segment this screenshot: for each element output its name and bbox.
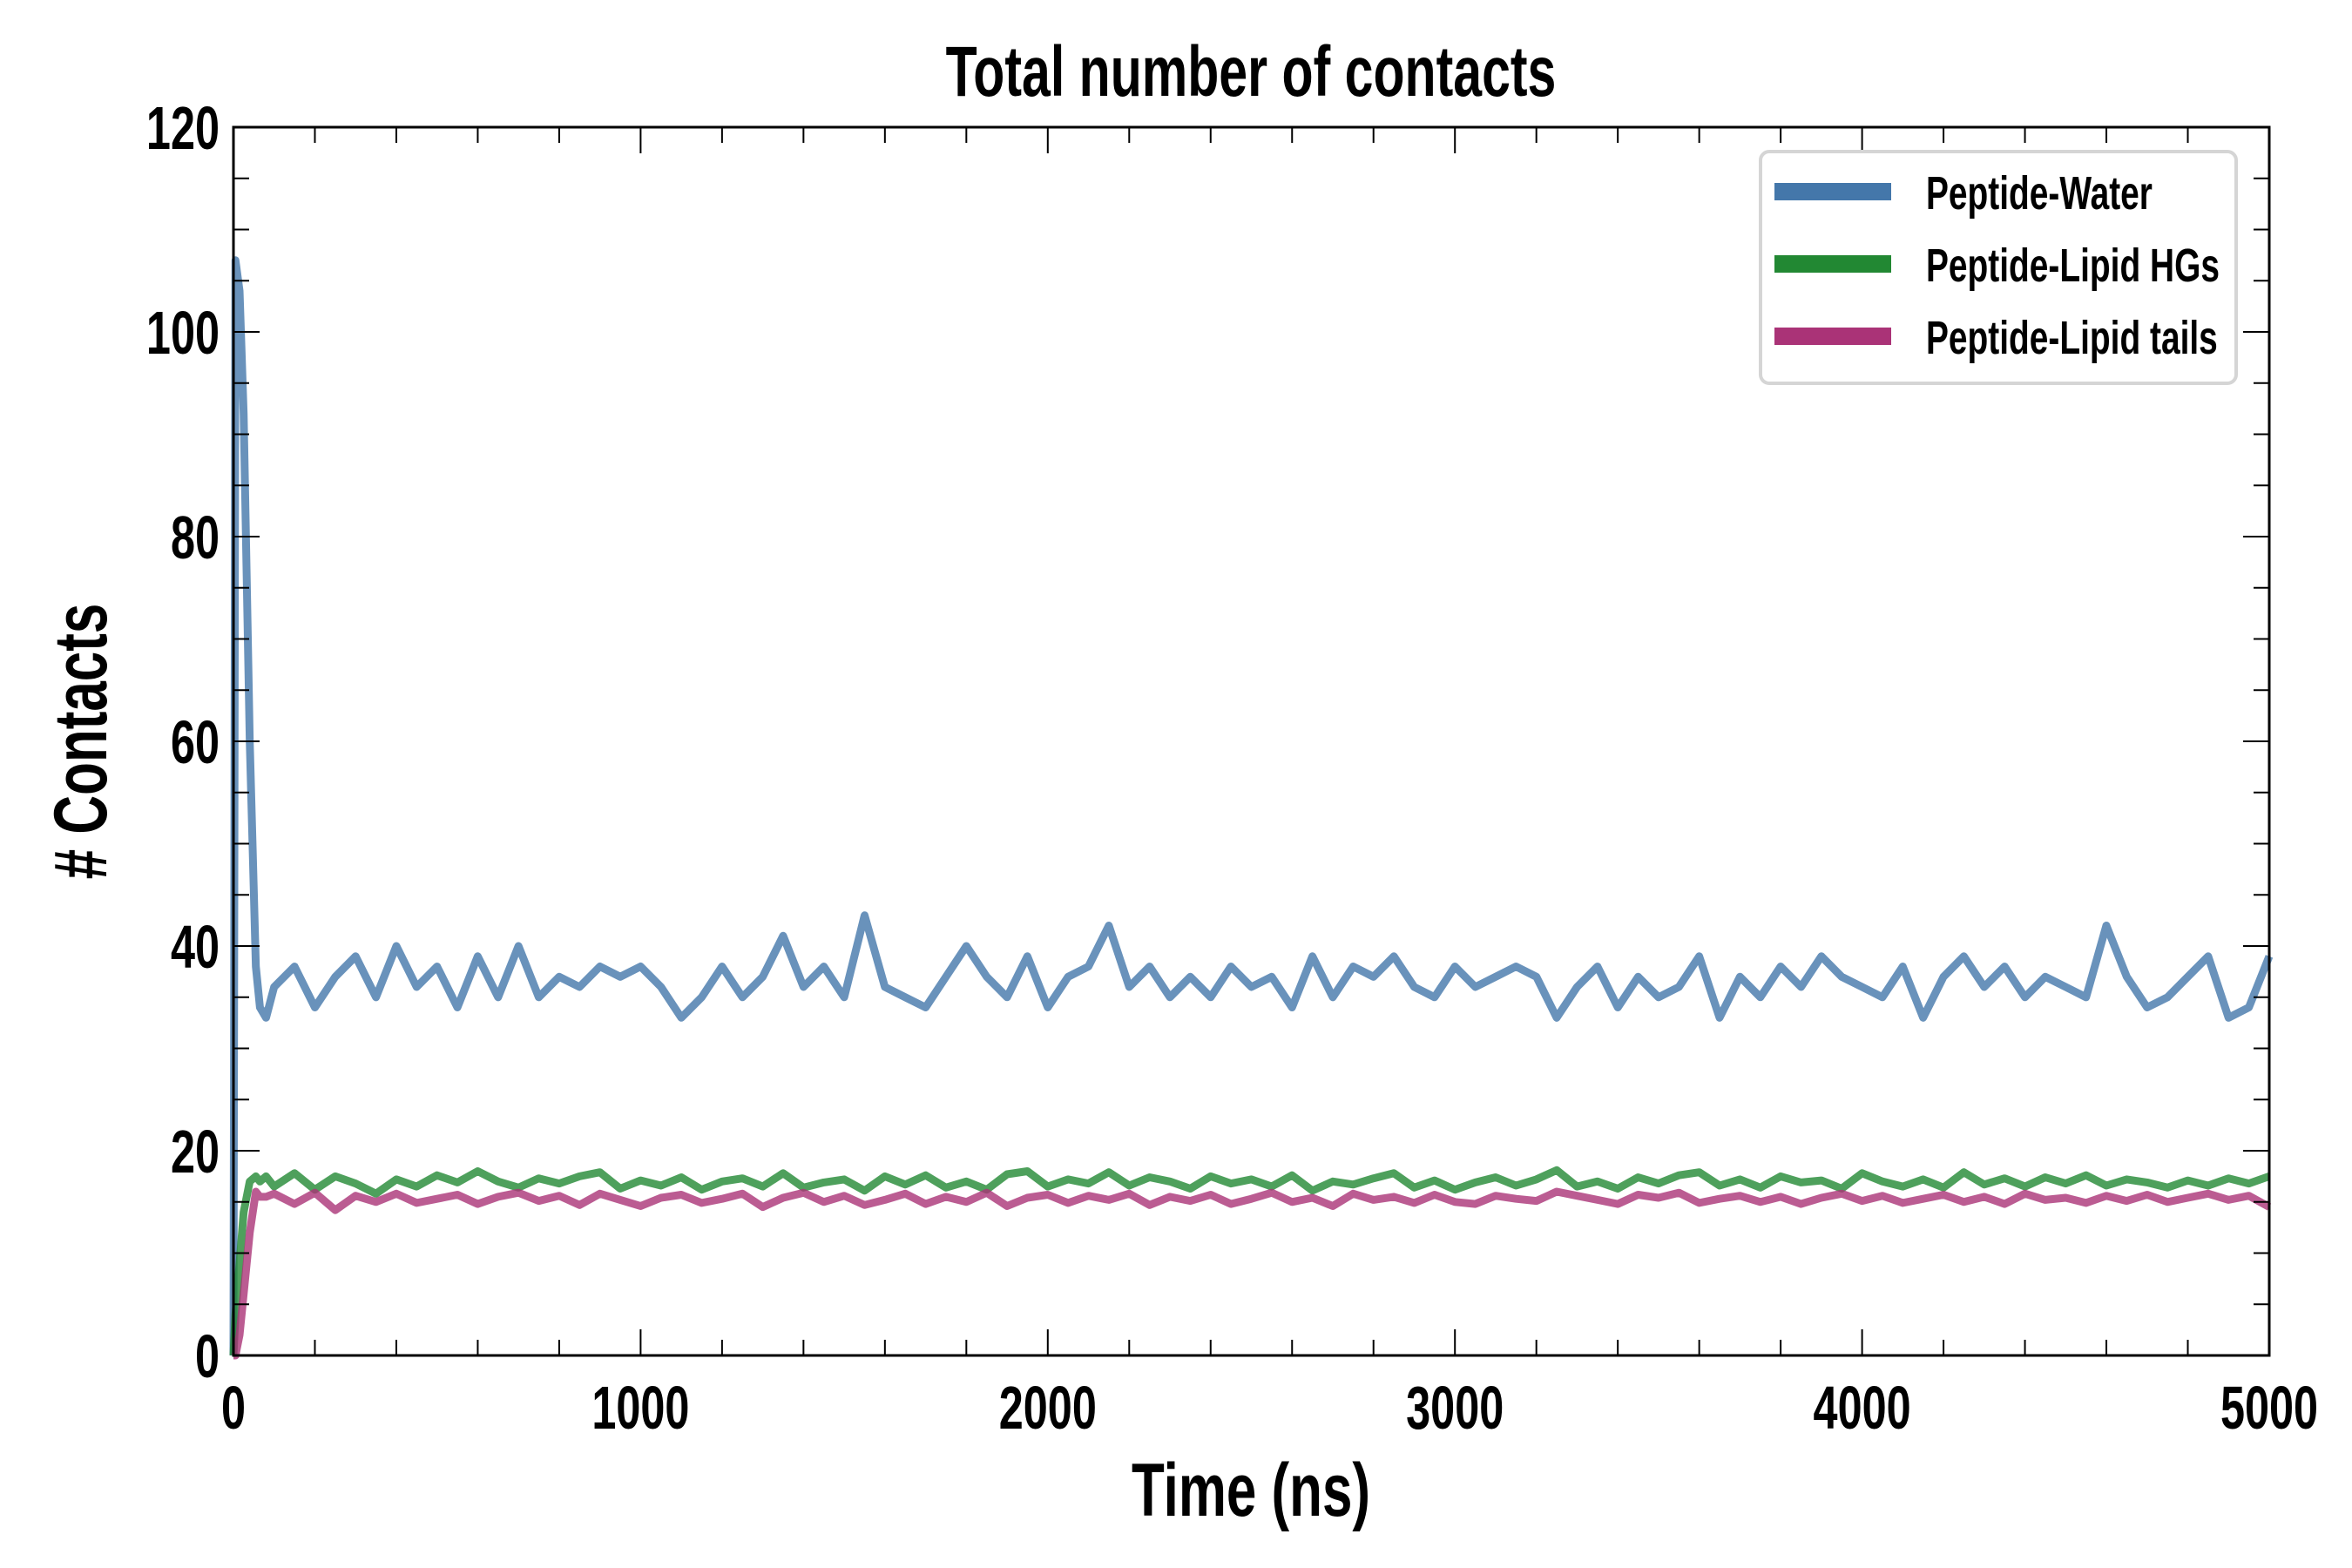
- legend-swatch: [1774, 328, 1891, 345]
- y-tick-label-text: 60: [171, 708, 220, 776]
- x-tick-label-text: 2000: [999, 1374, 1097, 1442]
- legend-swatch: [1774, 183, 1891, 200]
- chart-title-text: Total number of contacts: [946, 32, 1557, 112]
- y-tick-label: 60: [171, 708, 220, 776]
- y-tick-label: 100: [146, 299, 220, 367]
- y-tick-label: 20: [171, 1118, 220, 1186]
- legend-entry: Peptide-Water: [1926, 166, 2153, 220]
- legend-label: Peptide-Lipid tails: [1926, 311, 2218, 364]
- x-tick-label-text: 3000: [1406, 1374, 1504, 1442]
- legend-label: Peptide-Water: [1926, 166, 2153, 220]
- legend-label: Peptide-Lipid HGs: [1926, 239, 2220, 292]
- chart-title: Total number of contacts: [946, 32, 1557, 112]
- y-tick-label-text: 100: [146, 299, 220, 367]
- plot-lines: [229, 256, 2274, 1360]
- x-axis-label: Time (ns): [1132, 1448, 1370, 1531]
- x-axis-label-text: Time (ns): [1132, 1448, 1370, 1531]
- x-tick-label: 1000: [591, 1374, 689, 1442]
- y-tick-label: 40: [171, 913, 220, 981]
- series-line-peptide-lipid-tails: [231, 1187, 2272, 1360]
- x-tick-label: 3000: [1406, 1374, 1504, 1442]
- x-tick-label-text: 0: [221, 1374, 246, 1442]
- y-tick-label-text: 80: [171, 504, 220, 571]
- legend-box: [1759, 150, 2238, 385]
- legend-entry: Peptide-Lipid HGs: [1926, 239, 2220, 292]
- legend-swatch: [1774, 255, 1891, 273]
- x-tick-label: 2000: [999, 1374, 1097, 1442]
- legend: Peptide-Water Peptide-Lipid HGs Peptide-Li…: [1759, 150, 2238, 385]
- series-line-peptide-water: [229, 256, 2274, 1356]
- y-tick-label-text: 40: [171, 913, 220, 981]
- y-axis-label: # Contacts: [38, 604, 122, 880]
- x-tick-label-text: 1000: [591, 1374, 689, 1442]
- x-tick-label: 5000: [2220, 1374, 2318, 1442]
- axis-ticks: 0 1000 2000 3000 4000 5000 0 20 40 60 80 100 120: [146, 94, 2318, 1442]
- x-tick-label: 0: [221, 1374, 246, 1442]
- y-tick-label-text: 20: [171, 1118, 220, 1186]
- y-tick-label: 120: [146, 94, 220, 162]
- x-tick-label: 4000: [1814, 1374, 1911, 1442]
- x-tick-label-text: 5000: [2220, 1374, 2318, 1442]
- x-tick-label-text: 4000: [1814, 1374, 1911, 1442]
- y-axis-label-text: # Contacts: [38, 604, 122, 880]
- y-tick-label: 0: [195, 1322, 220, 1390]
- y-tick-label-text: 0: [195, 1322, 220, 1390]
- y-tick-label: 80: [171, 504, 220, 571]
- series-line-peptide-lipid-hgs: [229, 1166, 2271, 1356]
- y-tick-label-text: 120: [146, 94, 220, 162]
- legend-entry: Peptide-Lipid tails: [1926, 311, 2218, 364]
